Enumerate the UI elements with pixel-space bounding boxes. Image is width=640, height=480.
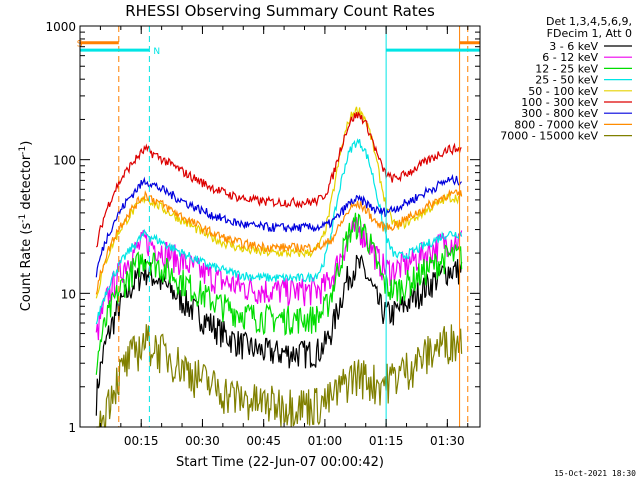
x-tick-label: 01:00 [308, 434, 343, 448]
legend-header-line-1: Det 1,3,4,5,6,9, [546, 15, 632, 28]
y-tick-label: 1000 [45, 20, 76, 34]
series-line [95, 173, 463, 278]
legend-label: 50 - 100 keV [528, 85, 598, 98]
y-axis-label-sup2: -1 [18, 146, 28, 155]
legend-label: 12 - 25 keV [535, 62, 598, 75]
legend-label: 7000 - 15000 keV [500, 130, 598, 143]
series-line [95, 212, 463, 375]
x-tick-label: 00:45 [246, 434, 281, 448]
x-tick-label: 00:30 [185, 434, 220, 448]
legend-label: 100 - 300 keV [521, 96, 598, 109]
legend-label: 3 - 6 keV [549, 40, 598, 53]
flag-label: N [153, 47, 160, 57]
footer-date: 15-Oct-2021 18:30 [554, 469, 636, 478]
chart-title: RHESSI Observing Summary Count Rates [125, 2, 435, 20]
y-tick-label: 100 [53, 154, 76, 168]
series-line [95, 217, 463, 341]
x-tick-label: 01:15 [369, 434, 404, 448]
legend-label: 300 - 800 keV [521, 107, 598, 120]
series-line [95, 188, 463, 295]
series-line [96, 324, 463, 428]
x-tick-label: 01:30 [430, 434, 465, 448]
y-axis-label-mid: detector [19, 154, 34, 214]
series-line [95, 111, 462, 248]
x-axis-label: Start Time (22-Jun-07 00:00:42) [176, 455, 384, 470]
y-tick-label: 10 [61, 287, 76, 301]
x-tick-label: 00:15 [124, 434, 159, 448]
series-layer [95, 106, 463, 428]
plot-frame [79, 25, 481, 428]
y-axis-label: Count Rate (s-1 detector-1) [18, 141, 34, 312]
series-line [95, 138, 463, 325]
y-tick-label: 1 [68, 421, 76, 435]
series-line [95, 106, 463, 299]
y-axis-label-pre: Count Rate (s [19, 223, 34, 312]
legend-label: 800 - 7000 keV [514, 118, 598, 131]
legend-header-line-2: FDecim 1, Att 0 [547, 27, 632, 40]
markers-layer [118, 26, 469, 427]
x-axis: 00:15 00:30 00:45 01:00 01:15 01:30 [79, 26, 469, 448]
y-axis-label-post: ) [19, 141, 34, 146]
y-axis: 1 10 100 1000 [45, 20, 480, 435]
legend-label: 25 - 50 keV [535, 74, 598, 87]
y-axis-label-sup1: -1 [18, 214, 28, 223]
legend: Det 1,3,4,5,6,9, FDecim 1, Att 0 3 - 6 k… [500, 15, 632, 143]
legend-label: 6 - 12 keV [542, 51, 598, 64]
